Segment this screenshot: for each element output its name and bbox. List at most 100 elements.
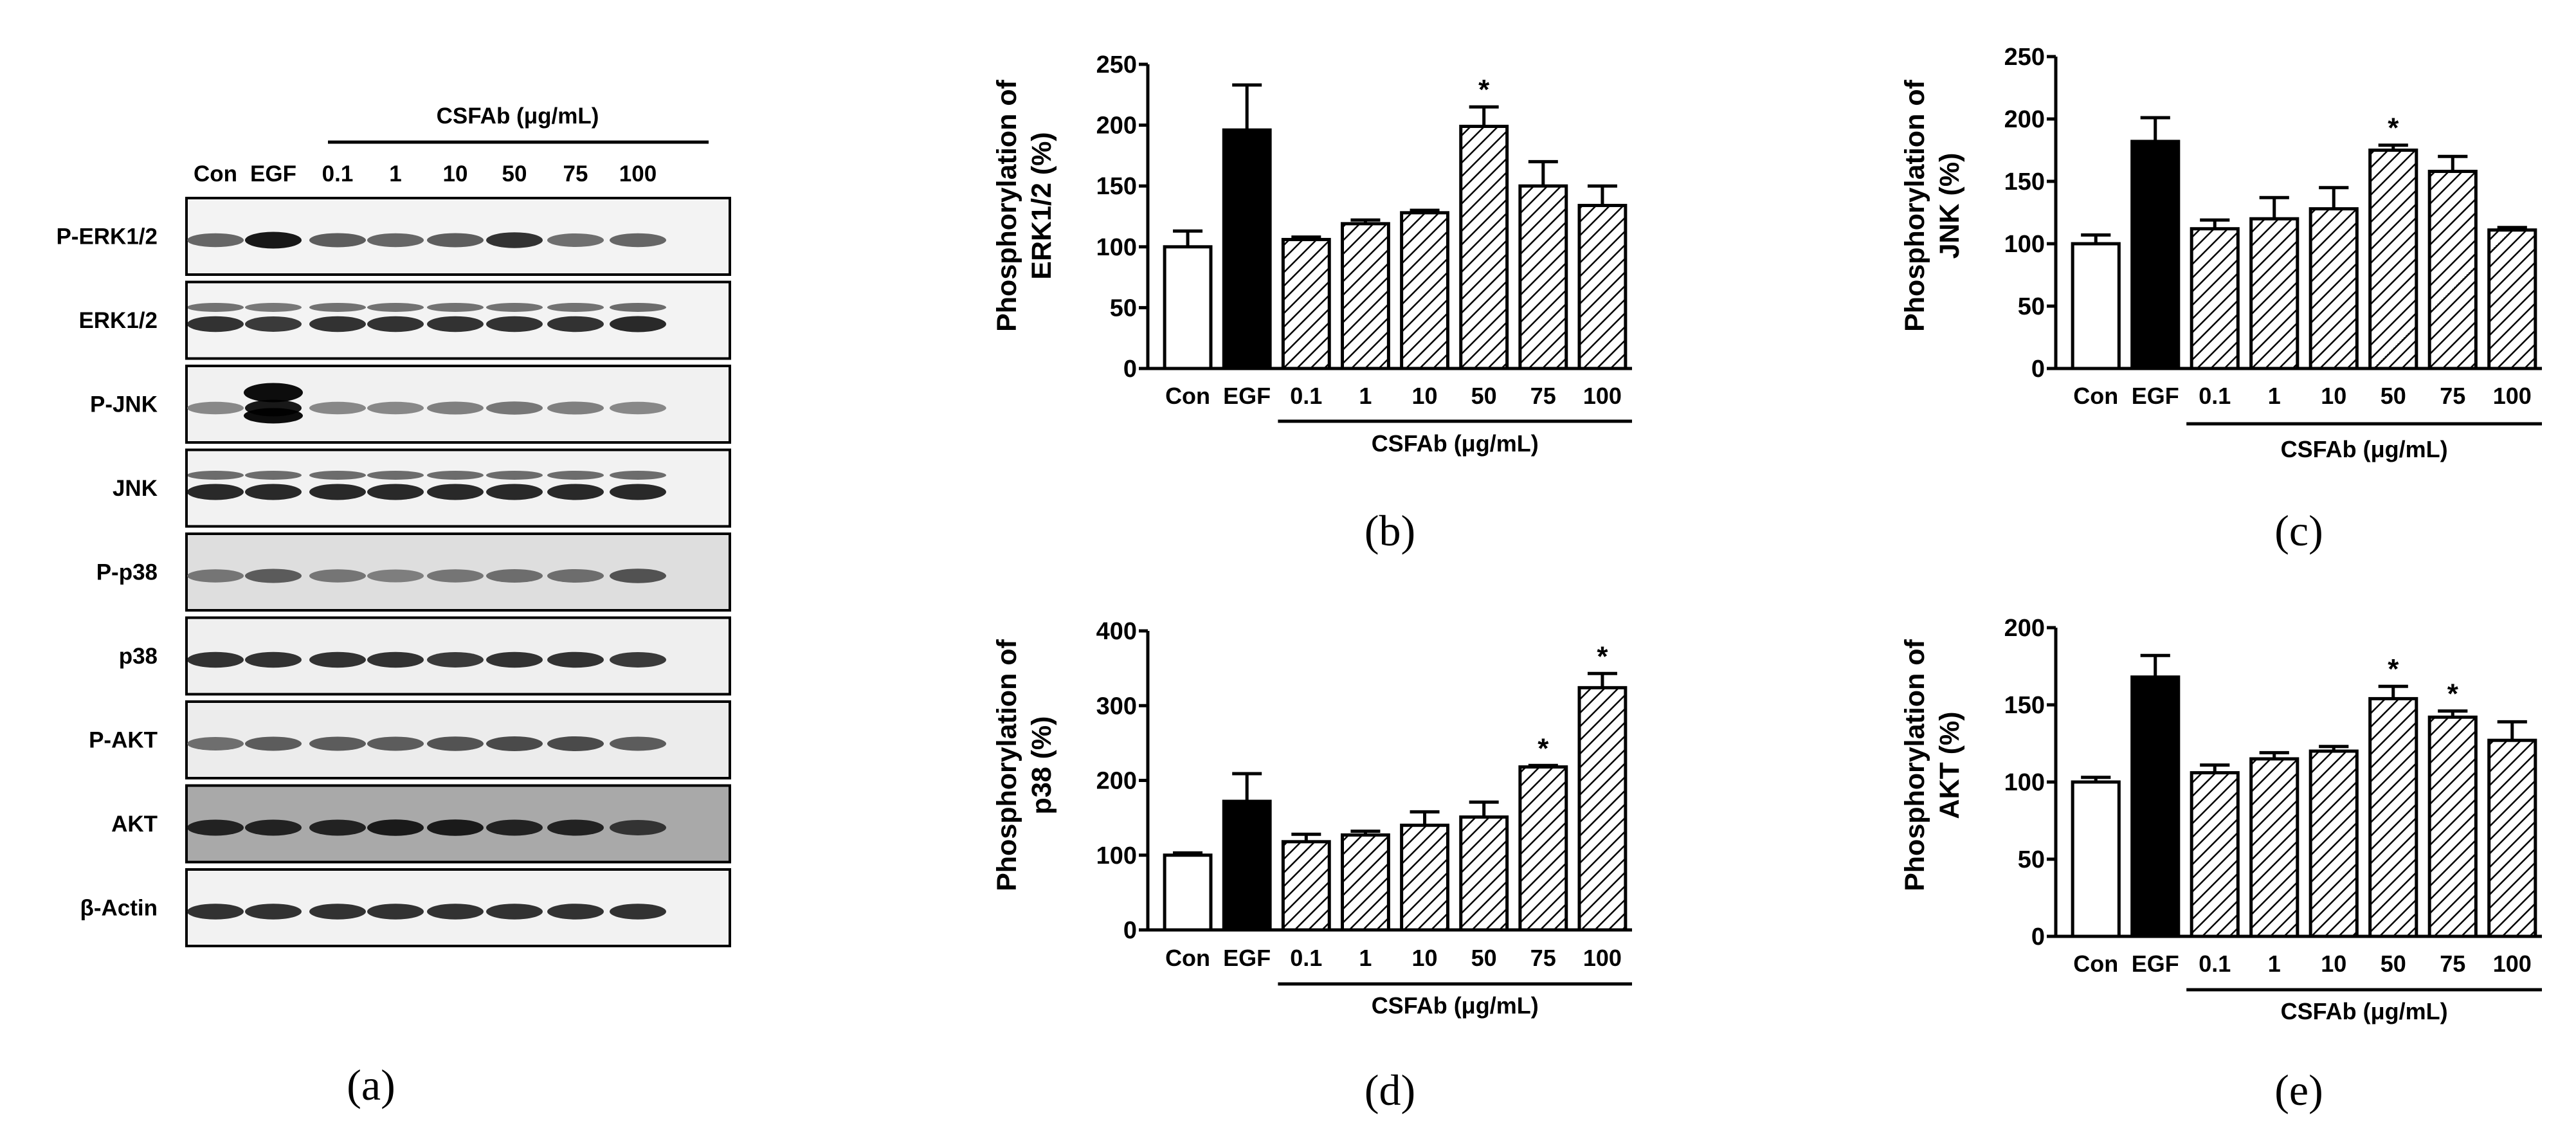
blot-band bbox=[309, 736, 366, 751]
panel-caption: (c) bbox=[2274, 506, 2323, 555]
y-tick-label: 150 bbox=[2004, 168, 2045, 196]
blot-row-label: JNK bbox=[113, 476, 158, 501]
blot-lane-label: EGF bbox=[250, 161, 296, 186]
panel-a-caption: (a) bbox=[347, 1060, 395, 1109]
panel-caption: (d) bbox=[1365, 1066, 1415, 1114]
blot-band bbox=[610, 316, 666, 332]
bar-50 bbox=[2368, 696, 2418, 938]
blot-band bbox=[547, 651, 604, 668]
y-tick-label: 0 bbox=[2031, 923, 2045, 951]
blot-treatment-label: CSFAb (μg/mL) bbox=[437, 104, 599, 129]
blot-row-label: P-AKT bbox=[89, 728, 158, 753]
x-tick-label: 100 bbox=[1583, 945, 1622, 971]
y-tick-label: 200 bbox=[2004, 615, 2045, 642]
y-tick-label: 100 bbox=[2004, 231, 2045, 258]
y-axis-label-line1: Phosphorylation of bbox=[992, 79, 1022, 331]
blot-band bbox=[547, 401, 604, 415]
y-axis-label-line1: Phosphorylation of bbox=[1900, 639, 1930, 891]
y-tick-label: 0 bbox=[1123, 917, 1137, 944]
y-axis-label-line1: Phosphorylation of bbox=[1900, 79, 1930, 331]
blot-band bbox=[187, 819, 244, 836]
blot-band bbox=[309, 569, 366, 583]
blot-band bbox=[245, 569, 302, 583]
panel-caption: (e) bbox=[2274, 1066, 2323, 1114]
y-axis-label-line2: AKT (%) bbox=[1934, 711, 1965, 819]
bar-EGF bbox=[2130, 675, 2181, 938]
bar-75 bbox=[2427, 715, 2478, 938]
x-tick-label: 100 bbox=[1583, 383, 1622, 409]
x-tick-label: 75 bbox=[2440, 951, 2465, 977]
y-axis-label: Phosphorylation of p38 (%) bbox=[992, 639, 1057, 891]
bar-Con bbox=[1163, 853, 1213, 932]
blot-band bbox=[367, 904, 424, 920]
blot-band bbox=[547, 233, 604, 247]
y-tick-label: 50 bbox=[1110, 295, 1137, 322]
blot-band bbox=[610, 233, 666, 248]
x-tick-label: EGF bbox=[1223, 945, 1271, 971]
blot-band bbox=[309, 316, 366, 332]
blot-band bbox=[610, 302, 666, 312]
x-tick-label: EGF bbox=[2132, 951, 2179, 977]
blot-band bbox=[547, 736, 604, 751]
x-tick-label: 1 bbox=[1359, 383, 1372, 409]
x-tick-label: 10 bbox=[1412, 383, 1438, 409]
x-tick-label: Con bbox=[1165, 945, 1210, 971]
bar-75 bbox=[1518, 184, 1568, 370]
blot-band bbox=[245, 819, 302, 836]
blot-band bbox=[309, 233, 366, 248]
panel-caption: (b) bbox=[1365, 506, 1415, 555]
y-axis-label-line2: ERK1/2 (%) bbox=[1026, 132, 1057, 279]
blot-band bbox=[309, 819, 366, 836]
x-tick-label: 10 bbox=[1412, 945, 1438, 971]
blot-band bbox=[367, 569, 424, 583]
blot-band bbox=[187, 904, 244, 920]
blot-band bbox=[245, 651, 302, 668]
blot-lane-label: 1 bbox=[389, 161, 401, 186]
blot-band bbox=[486, 316, 543, 332]
blot-band bbox=[367, 316, 424, 332]
blot-band bbox=[245, 904, 302, 920]
bar-0.1 bbox=[2190, 771, 2240, 938]
blot-band bbox=[309, 401, 366, 415]
chart-p38: 0 100 200 300 400 Phosphorylation of p38 (%) Co… bbox=[992, 618, 1632, 1114]
blot-row-label: AKT bbox=[111, 812, 158, 837]
y-tick-label: 150 bbox=[2004, 692, 2045, 719]
x-tick-label: 0.1 bbox=[1290, 945, 1322, 971]
significance-marker: * bbox=[2388, 113, 2399, 144]
group-label: CSFAb (μg/mL) bbox=[2281, 436, 2448, 462]
blot-band bbox=[245, 470, 302, 480]
bar-50 bbox=[1459, 124, 1509, 370]
bar-1 bbox=[1341, 222, 1390, 370]
bar-Con bbox=[2071, 780, 2121, 938]
blot-band bbox=[187, 569, 244, 583]
x-tick-label: 1 bbox=[2268, 951, 2281, 977]
blot-band bbox=[187, 484, 244, 500]
blot-band bbox=[547, 904, 604, 920]
significance-marker: * bbox=[1478, 74, 1490, 105]
x-tick-label: 0.1 bbox=[2199, 383, 2231, 409]
blot-lane-label: 50 bbox=[502, 161, 527, 186]
y-axis-label: Phosphorylation of ERK1/2 (%) bbox=[992, 79, 1057, 331]
y-tick-label: 100 bbox=[1096, 842, 1137, 869]
group-label: CSFAb (μg/mL) bbox=[1372, 430, 1539, 457]
blot-band bbox=[367, 233, 424, 248]
blot-band bbox=[309, 651, 366, 668]
blot-band bbox=[427, 401, 484, 415]
blot-band bbox=[486, 569, 543, 583]
blot-band bbox=[427, 233, 484, 248]
blot-band bbox=[427, 904, 484, 920]
y-axis-label-line2: p38 (%) bbox=[1026, 716, 1057, 815]
blot-band bbox=[245, 302, 302, 312]
blot-lane-labels: Con EGF 0.1 1 10 50 75 100 bbox=[194, 161, 657, 186]
y-tick-label: 250 bbox=[1096, 51, 1137, 78]
bar-1 bbox=[2249, 757, 2299, 938]
blot-row-label: P-p38 bbox=[96, 560, 158, 585]
blot-lane-label: 10 bbox=[443, 161, 468, 186]
blot-band bbox=[245, 232, 302, 249]
blot-band bbox=[610, 736, 666, 751]
bar-100 bbox=[1577, 203, 1628, 370]
blot-band bbox=[309, 484, 366, 500]
blot-row-label: P-JNK bbox=[90, 392, 158, 417]
blot-band bbox=[309, 302, 366, 312]
x-tick-label: 100 bbox=[2493, 383, 2532, 409]
